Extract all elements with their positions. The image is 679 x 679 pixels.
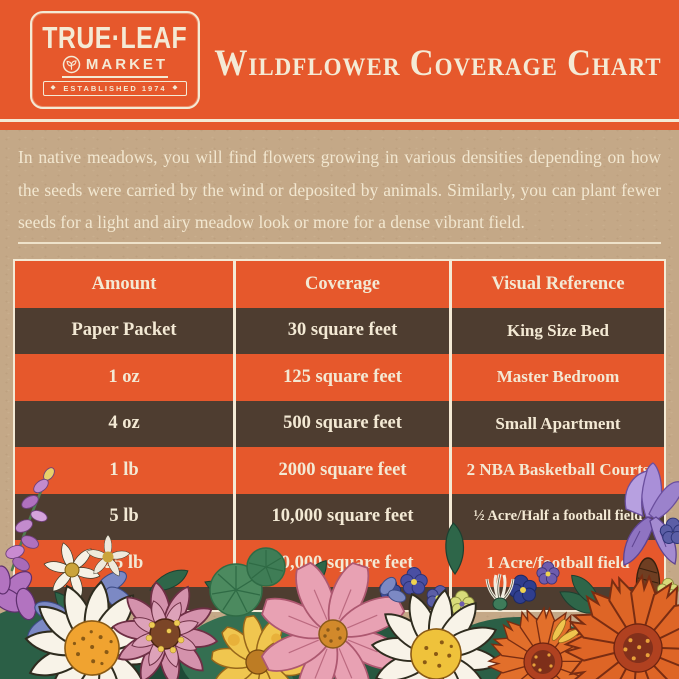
larkspur-flower-icon (0, 467, 55, 621)
column-header-amount: Amount (15, 261, 236, 308)
table-cell-coverage: 30 square feet (236, 307, 452, 354)
table-cell-coverage: 500 square feet (236, 400, 452, 447)
flower-bud-icon (485, 573, 515, 611)
table-cell-reference: Small Apartment (452, 400, 664, 447)
intro-divider (18, 242, 661, 244)
gaillardia-flower-icon (488, 606, 599, 679)
logo-brand-name: TRUE·LEAF (42, 20, 188, 55)
diamond-ornament: ◆ (50, 85, 58, 91)
header-banner: TRUE·LEAF MARKET ◆ ESTABLISHED 1974 ◆ Wi… (0, 0, 679, 130)
intro-paragraph: In native meadows, you will find flowers… (18, 147, 661, 232)
cosmos-flower-icon (257, 558, 409, 679)
table-cell-amount: 5 lb (15, 493, 236, 540)
sprout-icon (62, 55, 81, 73)
table-cell-coverage: 10,000 square feet (236, 493, 452, 540)
iris-flower-icon (623, 462, 679, 566)
banner-rule (0, 119, 679, 122)
logo-established-box: ◆ ESTABLISHED 1974 ◆ (42, 80, 188, 96)
logo-market-label: MARKET (85, 55, 169, 73)
page-title: Wildflower Coverage Chart (214, 43, 662, 84)
nasturtium-leaf-icon (209, 547, 286, 617)
zinnia-flower-icon (110, 579, 220, 679)
table-cell-amount: 1 oz (15, 354, 236, 401)
table-cell-reference: 2 NBA Basketball Courts (452, 447, 664, 494)
column-header-visual-reference: Visual Reference (452, 261, 664, 308)
gaillardia-flower-icon (565, 574, 679, 679)
table-cell-coverage: 125 square feet (236, 354, 452, 401)
column-header-coverage: Coverage (236, 261, 452, 308)
table-cell-amount: Paper Packet (15, 307, 236, 354)
diamond-ornament: ◆ (172, 85, 180, 91)
table-cell-reference: King Size Bed (452, 307, 664, 354)
logo-established-label: ESTABLISHED 1974 (63, 83, 167, 93)
logo-market-row: MARKET (61, 55, 169, 78)
table-cell-coverage: 2000 square feet (236, 447, 452, 494)
table-cell-amount: 4 oz (15, 400, 236, 447)
table-cell-reference: Master Bedroom (452, 354, 664, 401)
true-leaf-market-logo: TRUE·LEAF MARKET ◆ ESTABLISHED 1974 ◆ (30, 11, 200, 109)
wildflower-illustration (0, 462, 679, 679)
daisy-flower-icon (23, 579, 161, 679)
